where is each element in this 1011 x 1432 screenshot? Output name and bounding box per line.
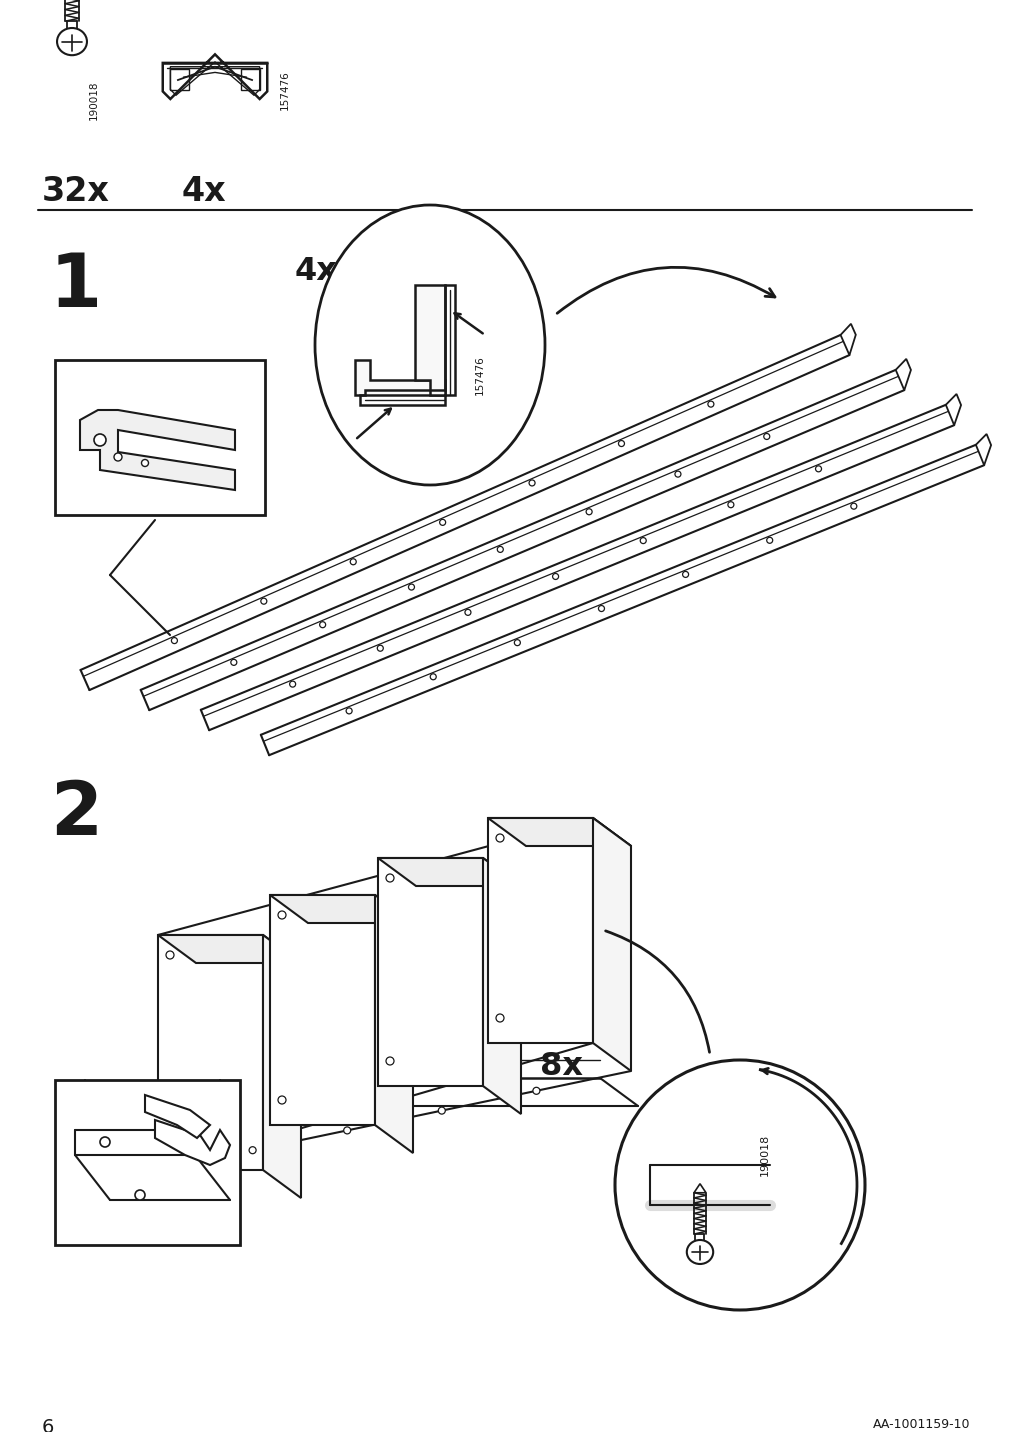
Polygon shape	[378, 858, 482, 1085]
Text: 8x: 8x	[540, 1051, 582, 1083]
Circle shape	[674, 471, 680, 477]
Polygon shape	[355, 359, 445, 395]
Polygon shape	[263, 935, 300, 1199]
Polygon shape	[415, 285, 445, 395]
Polygon shape	[158, 935, 300, 962]
Circle shape	[618, 441, 624, 447]
Polygon shape	[895, 359, 910, 390]
Circle shape	[438, 1107, 445, 1114]
Circle shape	[231, 659, 237, 666]
Bar	[55, 1080, 240, 1244]
Circle shape	[763, 434, 769, 440]
Circle shape	[727, 501, 733, 508]
Circle shape	[171, 637, 177, 643]
Circle shape	[408, 584, 415, 590]
Circle shape	[533, 1087, 539, 1094]
Circle shape	[134, 1190, 145, 1200]
Bar	[55, 359, 265, 516]
Circle shape	[529, 480, 535, 485]
Polygon shape	[487, 818, 592, 1042]
Text: 157476: 157476	[280, 70, 290, 110]
Circle shape	[430, 674, 436, 680]
Text: 1: 1	[50, 251, 102, 324]
Circle shape	[319, 621, 326, 627]
Circle shape	[615, 1060, 864, 1310]
Text: 190018: 190018	[759, 1134, 769, 1176]
Ellipse shape	[57, 29, 87, 56]
Text: 6: 6	[42, 1418, 55, 1432]
Circle shape	[385, 874, 393, 882]
Circle shape	[278, 1095, 286, 1104]
Circle shape	[439, 520, 445, 526]
Circle shape	[289, 682, 295, 687]
Polygon shape	[378, 858, 521, 886]
FancyArrowPatch shape	[557, 268, 774, 314]
Polygon shape	[158, 935, 263, 1170]
Circle shape	[766, 537, 772, 543]
Circle shape	[707, 401, 713, 407]
FancyArrowPatch shape	[605, 931, 709, 1053]
Circle shape	[495, 1014, 503, 1022]
Circle shape	[496, 547, 502, 553]
Ellipse shape	[686, 1240, 713, 1264]
Circle shape	[166, 951, 174, 959]
Circle shape	[585, 508, 591, 514]
Polygon shape	[155, 1120, 229, 1166]
Circle shape	[278, 911, 286, 919]
Circle shape	[166, 1141, 174, 1148]
Text: 4x: 4x	[295, 256, 338, 286]
Text: 32x: 32x	[42, 175, 110, 208]
Circle shape	[464, 610, 470, 616]
Circle shape	[385, 1057, 393, 1065]
Circle shape	[598, 606, 604, 611]
Polygon shape	[482, 858, 521, 1114]
Circle shape	[850, 503, 856, 510]
Circle shape	[261, 599, 267, 604]
Polygon shape	[975, 434, 990, 465]
Polygon shape	[145, 1095, 210, 1138]
Circle shape	[514, 640, 520, 646]
Circle shape	[350, 558, 356, 564]
Text: AA-1001159-10: AA-1001159-10	[871, 1418, 969, 1431]
Circle shape	[346, 707, 352, 715]
Circle shape	[344, 1127, 351, 1134]
Circle shape	[552, 573, 558, 580]
Polygon shape	[592, 818, 631, 1071]
Polygon shape	[945, 394, 960, 425]
Polygon shape	[80, 410, 235, 490]
Ellipse shape	[314, 205, 545, 485]
Polygon shape	[270, 895, 375, 1126]
Circle shape	[142, 460, 149, 467]
Text: 2: 2	[50, 778, 102, 851]
Circle shape	[114, 453, 122, 461]
Circle shape	[681, 571, 687, 577]
Polygon shape	[487, 818, 631, 846]
Polygon shape	[694, 1184, 706, 1193]
Polygon shape	[163, 54, 267, 99]
Polygon shape	[270, 895, 412, 924]
Polygon shape	[375, 895, 412, 1153]
Circle shape	[377, 646, 383, 652]
Circle shape	[100, 1137, 110, 1147]
Text: 157476: 157476	[474, 355, 484, 395]
Circle shape	[495, 833, 503, 842]
Text: 4x: 4x	[182, 175, 226, 208]
Polygon shape	[840, 324, 855, 355]
Circle shape	[249, 1147, 256, 1154]
Circle shape	[640, 537, 646, 544]
Circle shape	[815, 465, 821, 471]
Text: 190018: 190018	[89, 80, 99, 120]
Circle shape	[94, 434, 106, 445]
